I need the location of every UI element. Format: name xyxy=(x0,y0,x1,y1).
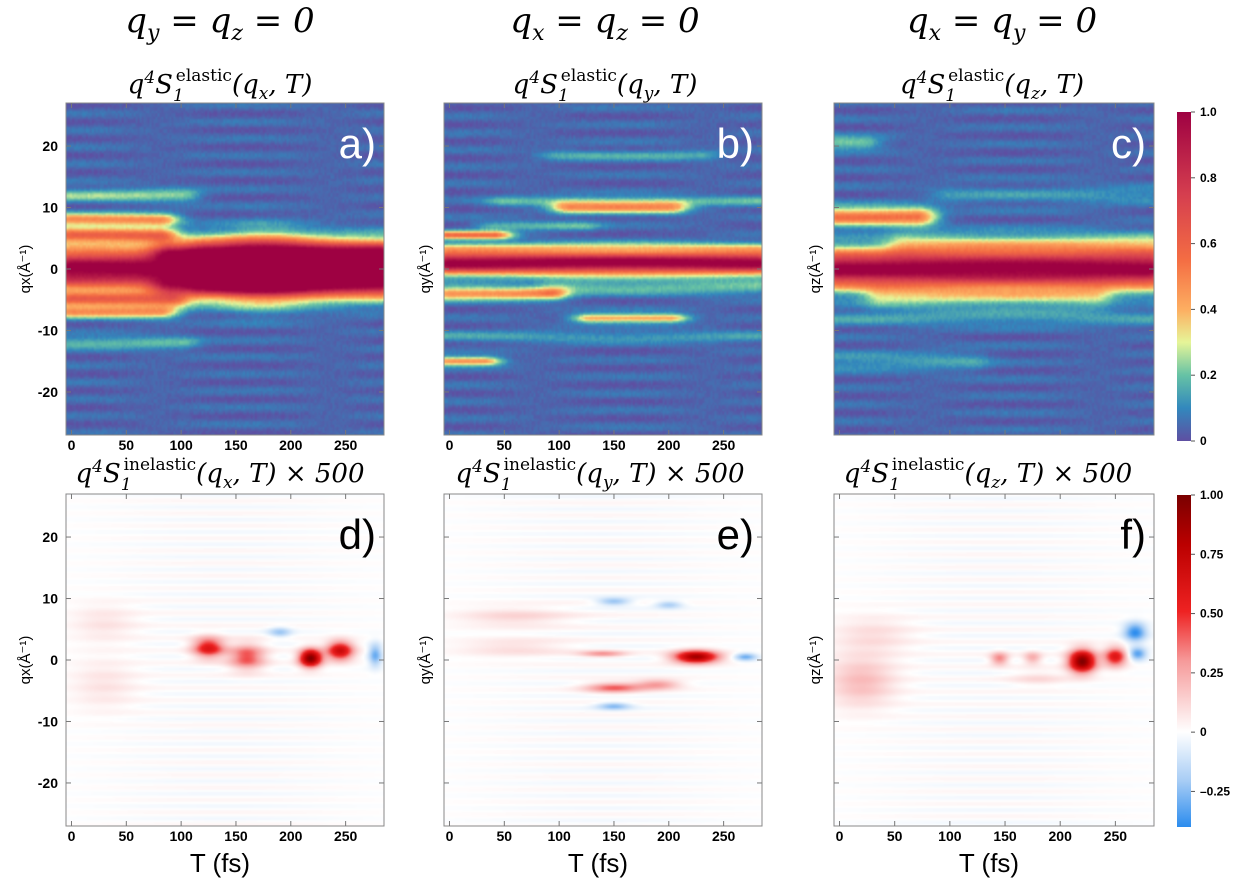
x-tick-label: 150 xyxy=(993,828,1017,844)
heatmap-b xyxy=(444,103,762,435)
panel-title-e: q4S1inelastic(qy, T) × 500 xyxy=(455,455,744,495)
x-tick-label: 200 xyxy=(657,828,681,844)
colorbar-inelastic: 1.00 0.75 0.50 0.25 0 –0.25 xyxy=(1177,488,1230,827)
panel-title-f: q4S1inelastic(qz, T) × 500 xyxy=(844,455,1132,495)
panel-f: 0 50 100 150 200 250 qz(Å⁻¹) T (fs) f) xyxy=(807,493,1155,878)
panel-letter: f) xyxy=(1120,511,1146,558)
x-tick-label: 250 xyxy=(334,437,358,453)
y-tick-label: 10 xyxy=(42,200,58,216)
x-tick-label: 50 xyxy=(497,437,513,453)
panel-e: 0 50 100 150 200 250 qy(Å⁻¹) T (fs) e) xyxy=(417,493,763,878)
x-tick-label: 150 xyxy=(224,828,248,844)
colorbar-tick-label: 0 xyxy=(1200,434,1207,448)
y-tick-label: 20 xyxy=(42,529,58,545)
y-axis-label: qx(Å⁻¹) xyxy=(17,245,34,294)
x-axis-label: T (fs) xyxy=(959,848,1019,878)
colorbar-tick-label: 1.0 xyxy=(1200,105,1217,119)
x-tick-label: 100 xyxy=(169,437,193,453)
y-axis-label: qy(Å⁻¹) xyxy=(417,636,434,685)
y-axis-label: qy(Å⁻¹) xyxy=(417,245,434,294)
colorbar-tick-label: 0.50 xyxy=(1200,607,1224,621)
colorbar-tick-label: 0.6 xyxy=(1200,237,1217,251)
x-tick-label: 100 xyxy=(169,828,193,844)
y-axis-label: qz(Å⁻¹) xyxy=(807,636,824,685)
colorbar-inelastic-ramp xyxy=(1177,495,1191,827)
x-tick-label: 0 xyxy=(68,437,76,453)
y-tick-label: -10 xyxy=(38,322,58,338)
heatmap-d xyxy=(66,494,384,826)
x-tick-label: 100 xyxy=(938,828,962,844)
x-tick-label: 200 xyxy=(279,828,303,844)
x-tick-label: 250 xyxy=(1104,828,1128,844)
panel-letter: d) xyxy=(339,511,376,558)
y-tick-label: -20 xyxy=(38,775,58,791)
x-tick-label: 0 xyxy=(446,828,454,844)
x-tick-label: 200 xyxy=(279,437,303,453)
colorbar-elastic-ramp xyxy=(1177,112,1191,441)
panel-b: 0 50 100 150 200 250 qy(Å⁻¹) b) xyxy=(417,102,763,453)
x-tick-label: 200 xyxy=(1049,828,1073,844)
panel-title-a: q4S1elastic(qx, T) xyxy=(128,66,313,106)
x-axis-label: T (fs) xyxy=(190,848,250,878)
x-tick-label: 0 xyxy=(446,437,454,453)
y-tick-label: 10 xyxy=(42,591,58,607)
heatmap-f xyxy=(834,494,1154,826)
column-header-3: qx = qy = 0 xyxy=(907,1,1097,46)
x-tick-label: 200 xyxy=(657,437,681,453)
x-axis-label: T (fs) xyxy=(568,848,628,878)
x-tick-label: 150 xyxy=(602,437,626,453)
y-tick-label: 20 xyxy=(42,138,58,154)
x-tick-label: 100 xyxy=(547,437,571,453)
colorbar-tick-label: 0.4 xyxy=(1200,302,1217,316)
y-tick-label: 0 xyxy=(50,261,58,277)
x-tick-label: 100 xyxy=(547,828,571,844)
colorbar-tick-label: 0.8 xyxy=(1200,171,1217,185)
x-tick-label: 150 xyxy=(224,437,248,453)
colorbar-elastic-ticks: 1.0 0.8 0.6 0.4 0.2 0 xyxy=(1191,105,1217,448)
y-tick-label: -10 xyxy=(38,713,58,729)
panel-letter: c) xyxy=(1111,120,1146,167)
x-tick-label: 50 xyxy=(497,828,513,844)
panel-title-b: q4S1elastic(qy, T) xyxy=(513,66,698,106)
x-tick-label: 250 xyxy=(712,828,736,844)
panel-letter: e) xyxy=(717,511,754,558)
panel-c: qz(Å⁻¹) c) xyxy=(807,102,1155,436)
y-axis-label: qx(Å⁻¹) xyxy=(17,636,34,685)
panel-letter: a) xyxy=(339,120,376,167)
colorbar-tick-label: 0.25 xyxy=(1200,666,1224,680)
colorbar-tick-label: 0 xyxy=(1200,725,1207,739)
y-tick-label: 0 xyxy=(50,652,58,668)
colorbar-tick-label: 1.00 xyxy=(1200,488,1224,502)
y-axis-label: qz(Å⁻¹) xyxy=(807,245,824,294)
x-tick-label: 0 xyxy=(836,828,844,844)
x-tick-label: 250 xyxy=(334,828,358,844)
column-header-2: qx = qz = 0 xyxy=(510,1,699,46)
colorbar-elastic: 1.0 0.8 0.6 0.4 0.2 0 xyxy=(1177,105,1217,448)
x-tick-label: 50 xyxy=(119,437,135,453)
panel-letter: b) xyxy=(717,120,754,167)
column-header-1: qy = qz = 0 xyxy=(125,1,314,46)
colorbar-tick-label: –0.25 xyxy=(1200,784,1230,798)
colorbar-inelastic-ticks: 1.00 0.75 0.50 0.25 0 –0.25 xyxy=(1191,488,1230,798)
x-tick-label: 50 xyxy=(887,828,903,844)
heatmap-c xyxy=(834,103,1154,435)
y-tick-label: -20 xyxy=(38,384,58,400)
heatmap-a xyxy=(66,103,384,435)
panel-title-c: q4S1elastic(qz, T) xyxy=(900,66,1084,106)
x-tick-label: 0 xyxy=(68,828,76,844)
colorbar-tick-label: 0.2 xyxy=(1200,368,1217,382)
colorbar-tick-label: 0.75 xyxy=(1200,547,1224,561)
x-tick-label: 250 xyxy=(712,437,736,453)
heatmap-e xyxy=(444,494,762,826)
x-tick-label: 50 xyxy=(119,828,135,844)
panel-title-d: q4S1inelastic(qx, T) × 500 xyxy=(75,455,364,495)
x-tick-label: 150 xyxy=(602,828,626,844)
